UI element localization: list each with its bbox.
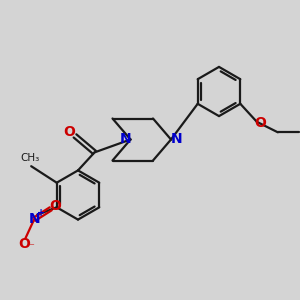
Text: N: N	[119, 132, 131, 146]
Text: N: N	[171, 132, 182, 146]
Text: O: O	[49, 199, 61, 213]
Text: N: N	[28, 212, 40, 226]
Text: O: O	[254, 116, 266, 130]
Text: ⁻: ⁻	[28, 242, 34, 252]
Text: CH₃: CH₃	[20, 153, 39, 163]
Text: +: +	[37, 208, 45, 218]
Text: O: O	[18, 237, 30, 251]
Text: O: O	[63, 125, 75, 139]
